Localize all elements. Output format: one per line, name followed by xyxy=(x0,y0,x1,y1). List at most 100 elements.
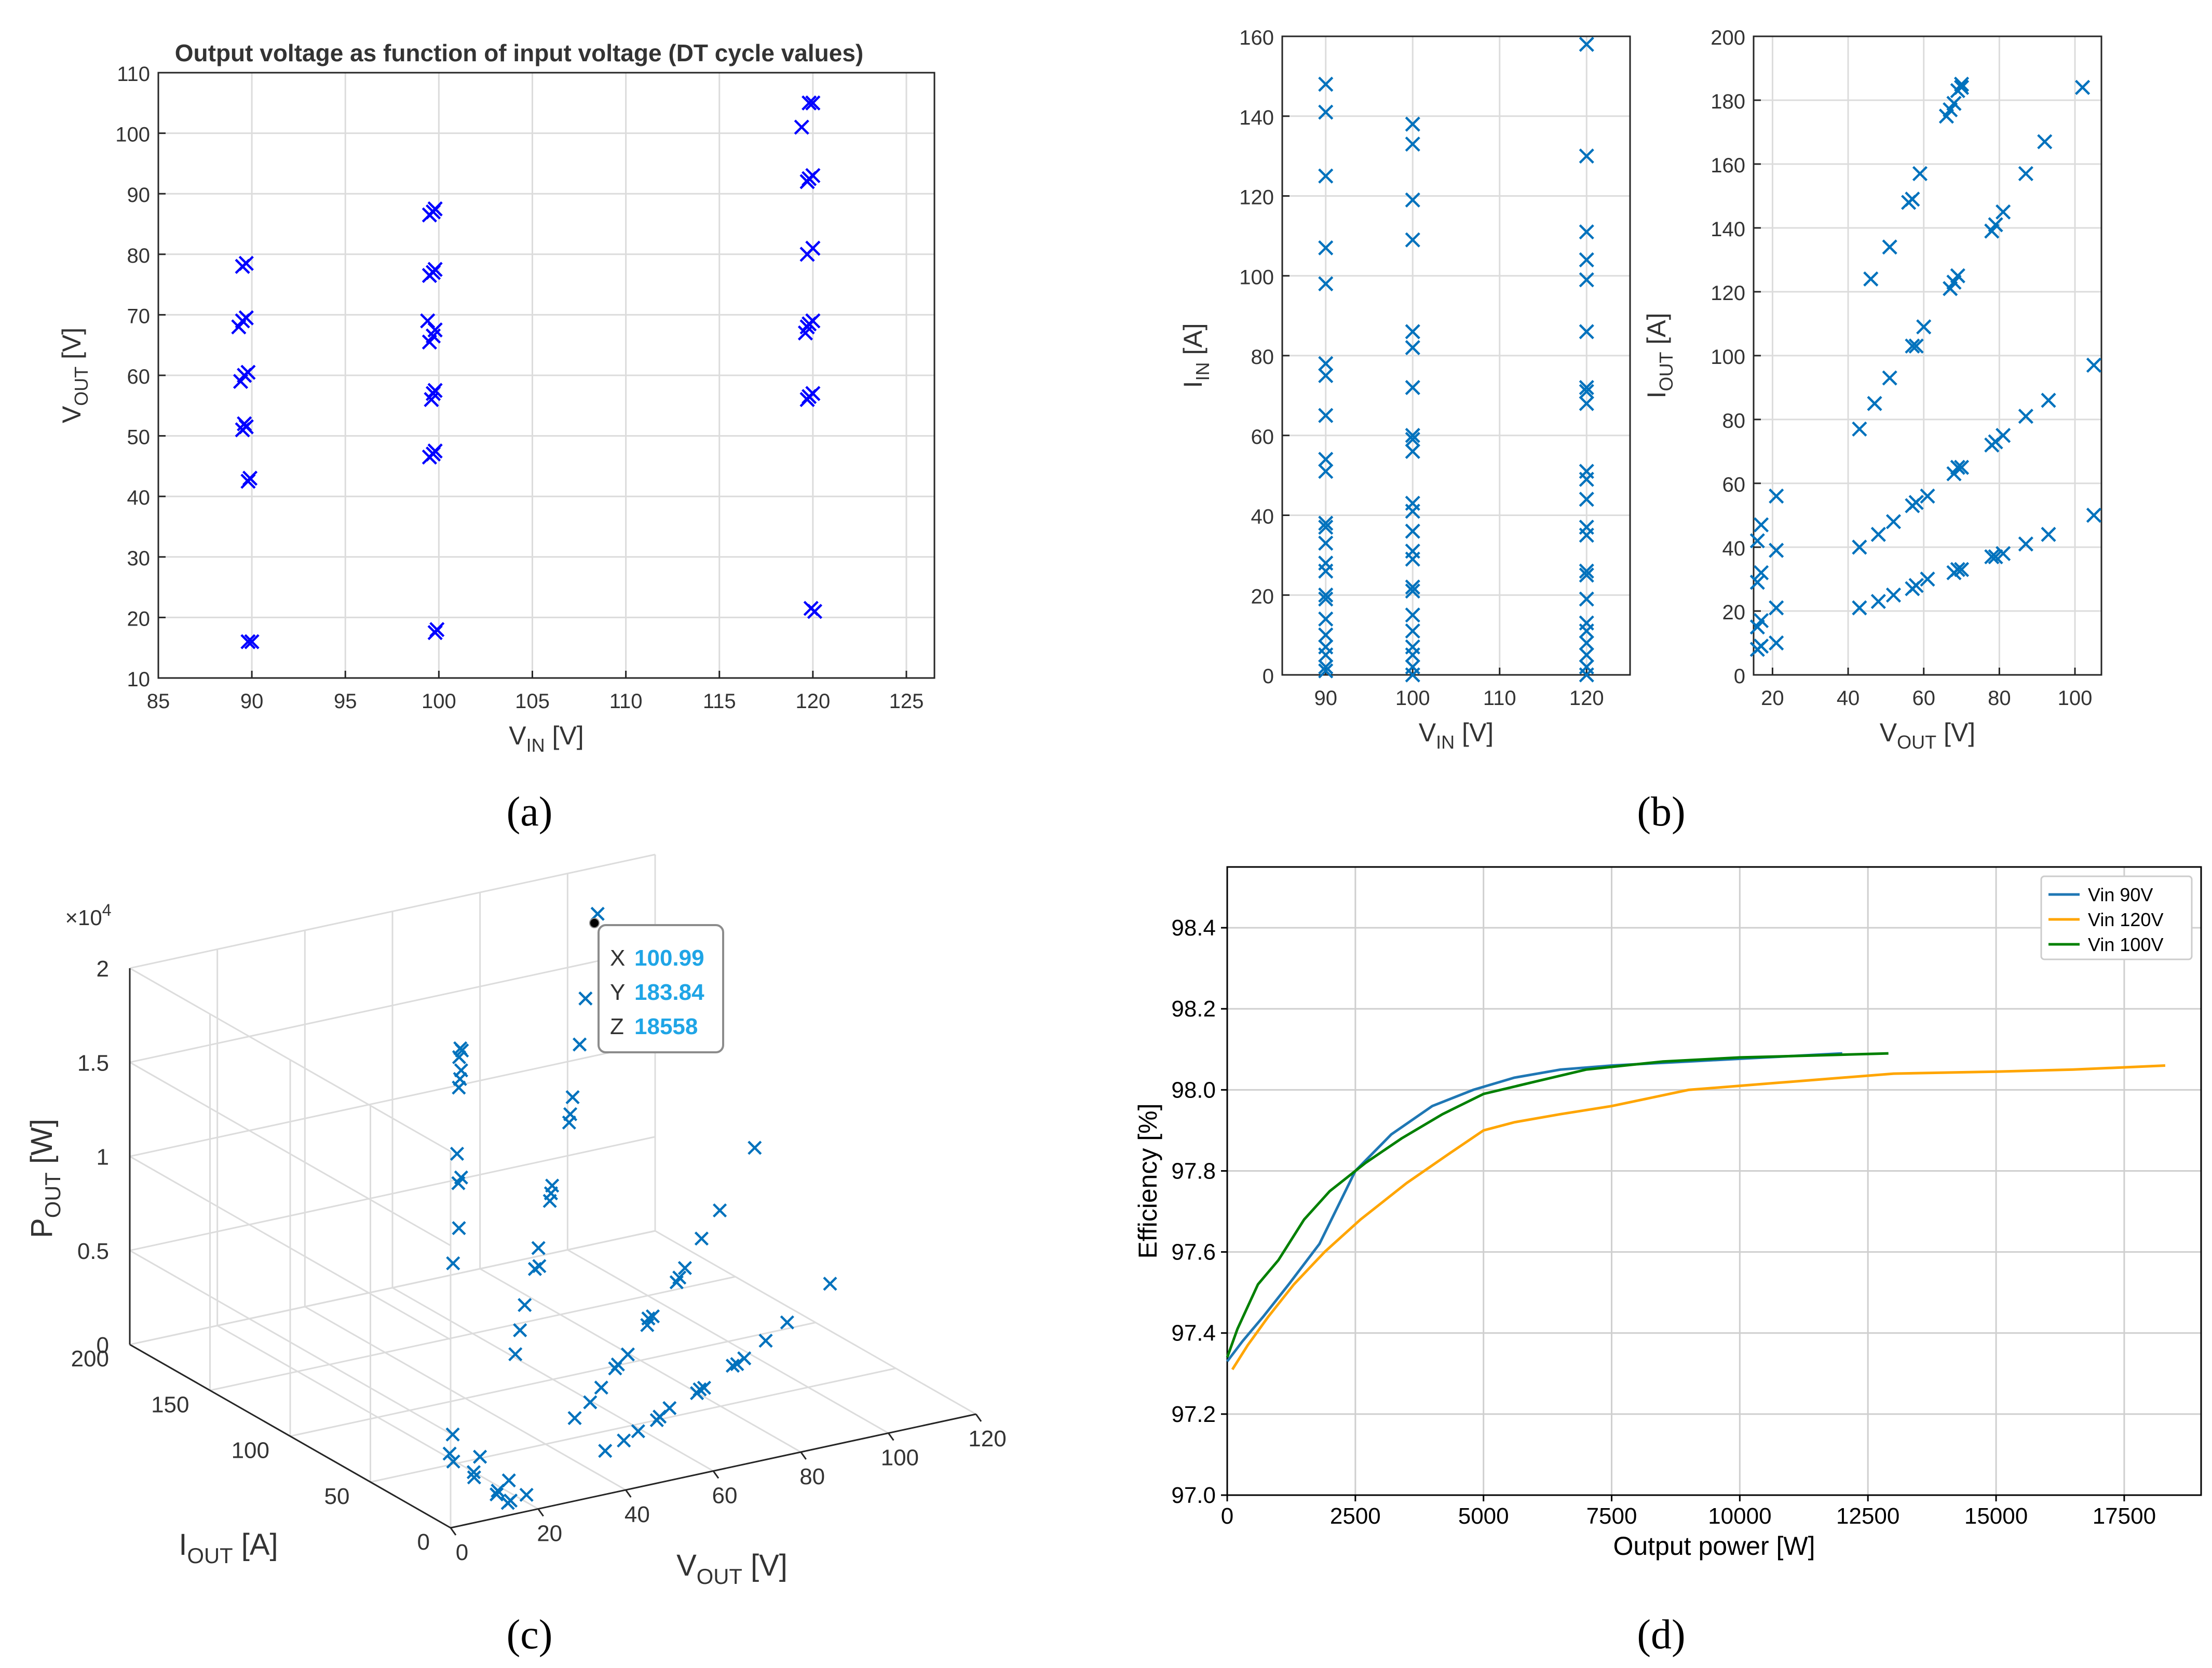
b2-data-point xyxy=(2041,526,2056,542)
a-ytick-label: 110 xyxy=(117,63,150,86)
d-ytick-label: 98.4 xyxy=(1171,915,1216,941)
b2-data-point xyxy=(1988,217,2003,233)
b2-data-point xyxy=(1863,271,1879,287)
c-data-point xyxy=(489,1487,504,1502)
b2-data-point xyxy=(1769,489,1784,504)
b1-ytick-label: 100 xyxy=(1239,266,1274,289)
b1-data-point xyxy=(1405,504,1420,519)
b1-ytick-label: 0 xyxy=(1263,665,1274,688)
a-ytick-label: 100 xyxy=(115,124,150,146)
c-datatip-marker xyxy=(589,918,600,928)
b1-data-point xyxy=(1405,647,1420,663)
b1-data-point xyxy=(1318,104,1334,120)
b1-ytick-label: 60 xyxy=(1251,426,1274,449)
c-sidewall-zgrid-2 xyxy=(129,1156,451,1340)
c-ztick-label: 0.5 xyxy=(77,1239,109,1264)
a-data-point xyxy=(807,604,823,619)
c-y-axis xyxy=(129,1344,451,1529)
b2-ytick-label: 100 xyxy=(1711,346,1745,369)
b1-data-point xyxy=(1318,519,1334,535)
c-xtick-label: 0 xyxy=(456,1540,468,1565)
b2-data-point xyxy=(1753,565,1769,580)
b1-xtick-label: 90 xyxy=(1314,687,1338,710)
d-xtick-label: 5000 xyxy=(1458,1503,1509,1529)
a-data-point xyxy=(427,262,443,277)
b2-ytick-label: 160 xyxy=(1711,154,1745,177)
c-datatip-value: 100.99 xyxy=(634,945,704,971)
b2-data-point xyxy=(1852,539,1867,555)
d-legend-label-0: Vin 90V xyxy=(2088,884,2153,905)
b2-data-point xyxy=(1988,549,2003,565)
a-xtick-label: 85 xyxy=(147,690,170,713)
c-data-point xyxy=(491,1483,505,1498)
b2-data-point xyxy=(1984,549,2000,565)
a-xtick-label: 90 xyxy=(240,690,264,713)
a-data-point xyxy=(794,119,809,135)
b1-data-point xyxy=(1579,563,1594,579)
a-data-point xyxy=(242,470,258,486)
c-xtick-mark-2 xyxy=(625,1489,632,1498)
b2-ytick-label: 180 xyxy=(1711,90,1745,113)
b1-data-point xyxy=(1405,551,1420,567)
b2-data-point xyxy=(2074,79,2091,95)
chart-d: 0 2500 5000 7500 10000 12500 15000 17500 97.0 97.… xyxy=(1133,866,2202,1561)
c-data-point xyxy=(672,1270,687,1285)
b2-data-point xyxy=(1852,600,1867,616)
c-data-point xyxy=(545,1178,560,1193)
a-data-point xyxy=(240,634,256,649)
b2-ylabel: IOUT [A] xyxy=(1642,313,1677,399)
b2-data-point xyxy=(1953,562,1970,577)
c-ztick-label: 1 xyxy=(97,1145,109,1170)
b2-data-point xyxy=(1953,76,1970,92)
a-xtick-label: 100 xyxy=(422,690,456,713)
b1-data-point xyxy=(1405,523,1420,539)
b1-data-point xyxy=(1405,579,1420,595)
b1-data-point xyxy=(1405,607,1420,623)
b2-data-point xyxy=(2018,166,2033,182)
c-data-point xyxy=(454,1170,468,1185)
a-ylabel: VOUT [V] xyxy=(57,328,92,423)
d-plot-frame xyxy=(1226,866,2202,1496)
b1-data-point xyxy=(1579,591,1594,607)
b2-ytick-label: 0 xyxy=(1734,665,1745,688)
c-sidewall-zgrid-4 xyxy=(129,967,451,1152)
b2-ytick-label: 20 xyxy=(1722,601,1746,624)
c-data-point xyxy=(518,1298,532,1312)
c-floor-ygrid-2 xyxy=(290,1322,816,1437)
c-datatip-key: Y xyxy=(610,980,625,1005)
b1-data-point xyxy=(1579,667,1594,683)
d-xtick-label: 2500 xyxy=(1330,1503,1381,1529)
b2-ytick-label: 60 xyxy=(1722,473,1746,496)
c-data-point xyxy=(442,1446,457,1461)
b1-data-point xyxy=(1405,340,1420,356)
c-ytick-label: 0 xyxy=(417,1529,430,1555)
chart-a-title: Output voltage as function of input volt… xyxy=(175,39,863,66)
c-backwall-zgrid-3 xyxy=(129,947,656,1063)
b1-data-point xyxy=(1405,232,1420,248)
d-ytick-label: 97.2 xyxy=(1171,1402,1216,1427)
b2-data-point xyxy=(1908,578,1924,593)
b1-data-point xyxy=(1405,583,1420,599)
c-data-point xyxy=(594,1380,608,1395)
b2-ytick-label: 40 xyxy=(1722,537,1746,560)
b1-data-point xyxy=(1318,408,1334,423)
a-data-point xyxy=(802,95,817,111)
b1-data-point xyxy=(1405,431,1420,447)
a-data-point xyxy=(805,95,821,111)
a-data-point xyxy=(805,168,821,183)
b2-data-point xyxy=(1950,459,1965,475)
c-data-point xyxy=(454,1063,468,1078)
b1-data-point xyxy=(1318,168,1334,184)
b2-data-point xyxy=(1882,239,1897,255)
c-datatip-box xyxy=(598,924,724,1053)
a-data-point xyxy=(237,416,252,431)
b2-data-point xyxy=(1912,166,1928,182)
b2-data-point xyxy=(2018,409,2033,424)
b2-data-point xyxy=(1996,204,2011,220)
c-data-point xyxy=(645,1309,660,1324)
b2-data-point xyxy=(1953,459,1970,475)
c-data-point xyxy=(737,1351,752,1366)
c-data-point xyxy=(501,1473,516,1488)
a-ytick-label: 30 xyxy=(127,547,151,570)
c-xtick-label: 40 xyxy=(625,1502,650,1527)
